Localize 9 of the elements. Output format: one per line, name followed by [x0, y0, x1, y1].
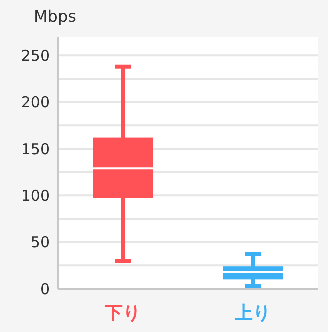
y-tick-label: 200	[21, 94, 50, 112]
y-tick-label: 150	[21, 140, 50, 158]
y-tick-label: 100	[21, 186, 50, 205]
y-axis-title: Mbps	[34, 7, 76, 26]
y-tick-label: 250	[21, 46, 50, 65]
y-tick-label: 50	[30, 234, 50, 252]
y-tick-label: 0	[40, 280, 50, 298]
x-tick-label: 下り	[104, 303, 141, 324]
x-tick-label: 上り	[234, 303, 271, 324]
